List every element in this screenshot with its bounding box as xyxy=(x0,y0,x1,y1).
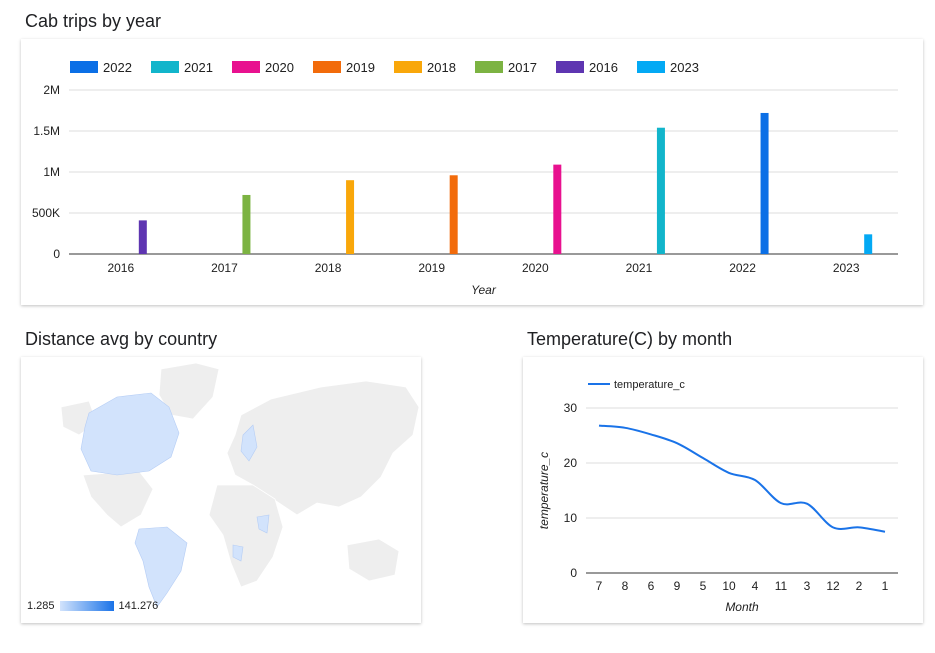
map-legend-max: 141.276 xyxy=(118,600,159,612)
bar-y-tick-4: 2M xyxy=(43,83,60,97)
line-y-axis-label: temperature_c xyxy=(537,452,551,529)
bar-legend-label-2020[interactable]: 2020 xyxy=(265,60,294,75)
line-series-temperature_c[interactable] xyxy=(598,424,886,533)
map-australia xyxy=(346,538,400,582)
bar-2022[interactable] xyxy=(760,112,769,255)
map-title: Distance avg by country xyxy=(25,329,218,349)
bar-2016[interactable] xyxy=(138,220,147,254)
bar-y-tick-3: 1.5M xyxy=(33,124,60,138)
line-chart-title: Temperature(C) by month xyxy=(527,329,733,349)
bar-chart-card: 0 500K 1M 1.5M 2M 2016 2017 2018 2019 2020 2021 202… xyxy=(21,39,923,305)
map-europe-asia xyxy=(226,380,420,516)
map-north-america-south xyxy=(82,470,154,528)
line-legend-label[interactable]: temperature_c xyxy=(614,379,685,391)
line-chart-card: 0 10 20 30 7 8 6 9 5 10 4 11 3 12 2 1 Month temperature_c… xyxy=(523,357,923,623)
map-legend-min: 1.285 xyxy=(27,600,55,612)
bar-legend-swatch-2018 xyxy=(394,61,422,73)
bar-legend-swatch-2017 xyxy=(475,61,503,73)
line-x-tick-10: 10 xyxy=(722,579,736,593)
bar-legend-swatch-2016 xyxy=(556,61,584,73)
bar-x-tick-2019: 2019 xyxy=(418,261,445,275)
bar-2019[interactable] xyxy=(449,175,458,254)
map-south-africa xyxy=(232,544,244,562)
map-card: 1.285 141.276 xyxy=(21,357,421,623)
bar-legend-label-2016[interactable]: 2016 xyxy=(589,60,618,75)
bar-legend-swatch-2020 xyxy=(232,61,260,73)
bar-x-tick-2020: 2020 xyxy=(522,261,549,275)
bar-legend-label-2019[interactable]: 2019 xyxy=(346,60,375,75)
line-y-tick-1: 10 xyxy=(564,511,578,525)
line-x-tick-3: 3 xyxy=(804,579,811,593)
bar-x-tick-2016: 2016 xyxy=(107,261,134,275)
bar-chart: 0 500K 1M 1.5M 2M 2016 2017 2018 2019 2020 2021 202… xyxy=(32,60,898,297)
line-x-tick-4: 4 xyxy=(752,579,759,593)
map-south-america xyxy=(134,526,188,608)
bar-2020[interactable] xyxy=(553,164,562,254)
line-y-tick-0: 0 xyxy=(570,566,577,580)
bar-legend-swatch-2023 xyxy=(637,61,665,73)
map-color-legend: 1.285 141.276 xyxy=(27,600,158,612)
bar-2017[interactable] xyxy=(242,194,251,254)
line-x-tick-6: 6 xyxy=(648,579,655,593)
map-greenland xyxy=(158,362,220,420)
bar-x-tick-2023: 2023 xyxy=(833,261,860,275)
line-x-tick-8: 8 xyxy=(622,579,629,593)
line-x-axis-label: Month xyxy=(725,600,759,614)
line-x-tick-2: 2 xyxy=(856,579,863,593)
bar-x-tick-2017: 2017 xyxy=(211,261,238,275)
bar-legend-label-2018[interactable]: 2018 xyxy=(427,60,456,75)
map-scandinavia xyxy=(240,424,258,462)
bar-2023[interactable] xyxy=(864,234,873,254)
bar-x-tick-2018: 2018 xyxy=(315,261,342,275)
line-y-tick-3: 30 xyxy=(564,401,578,415)
bar-2018[interactable] xyxy=(346,180,355,254)
bar-x-tick-2021: 2021 xyxy=(626,261,653,275)
line-x-tick-1: 1 xyxy=(882,579,889,593)
world-map xyxy=(60,362,420,608)
line-x-tick-7: 7 xyxy=(596,579,603,593)
bar-y-tick-2: 1M xyxy=(43,165,60,179)
map-legend-gradient xyxy=(59,601,114,611)
bar-y-tick-1: 500K xyxy=(32,206,60,220)
bar-legend-swatch-2019 xyxy=(313,61,341,73)
line-y-tick-2: 20 xyxy=(564,456,578,470)
bar-legend-label-2017[interactable]: 2017 xyxy=(508,60,537,75)
map-africa xyxy=(208,484,284,588)
bar-legend-label-2022[interactable]: 2022 xyxy=(103,60,132,75)
bar-2021[interactable] xyxy=(656,127,665,254)
bar-legend-label-2021[interactable]: 2021 xyxy=(184,60,213,75)
bar-x-axis-label: Year xyxy=(471,283,497,297)
bar-legend-swatch-2021 xyxy=(151,61,179,73)
bar-legend-swatch-2022 xyxy=(70,61,98,73)
line-x-tick-12: 12 xyxy=(826,579,840,593)
line-x-tick-9: 9 xyxy=(674,579,681,593)
line-x-tick-11: 11 xyxy=(775,579,788,593)
bar-y-tick-0: 0 xyxy=(53,247,60,261)
map-canada xyxy=(80,392,180,476)
bar-legend-label-2023[interactable]: 2023 xyxy=(670,60,699,75)
map-india xyxy=(256,514,270,534)
bar-x-tick-2022: 2022 xyxy=(729,261,756,275)
bar-chart-title: Cab trips by year xyxy=(25,11,162,31)
line-x-tick-5: 5 xyxy=(700,579,707,593)
